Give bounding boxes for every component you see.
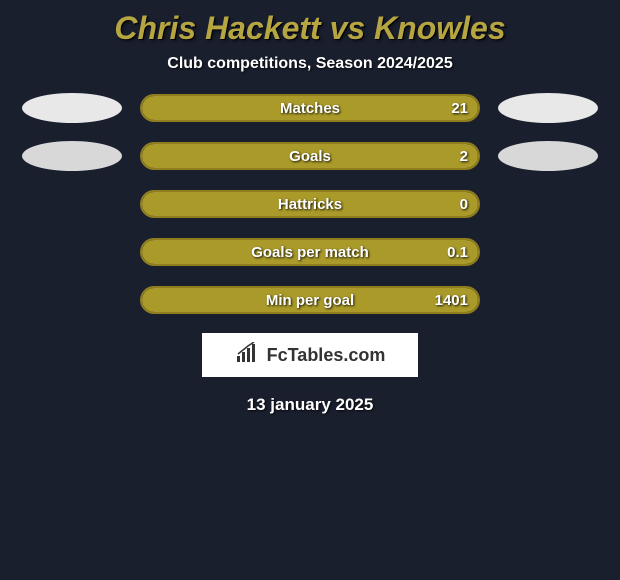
bar-value-right: 0 [460,196,468,213]
bar-label: Goals per match [251,244,369,261]
fctables-logo: FcTables.com [202,333,418,377]
stat-bar: Min per goal 1401 [140,286,480,314]
stat-row: Min per goal 1401 [0,285,620,315]
ellipse-spacer [498,189,598,219]
ellipse-spacer [498,285,598,315]
logo-text: FcTables.com [267,345,386,366]
stat-row: Matches 21 [0,93,620,123]
page-title: Chris Hackett vs Knowles [0,10,620,47]
stat-bar: Matches 21 [140,94,480,122]
comparison-infographic: Chris Hackett vs Knowles Club competitio… [0,0,620,425]
stat-bar: Goals 2 [140,142,480,170]
stat-row: Hattricks 0 [0,189,620,219]
stat-bar: Hattricks 0 [140,190,480,218]
chart-icon [235,342,261,369]
left-ellipse [22,141,122,171]
right-ellipse [498,93,598,123]
ellipse-spacer [498,237,598,267]
stat-row: Goals per match 0.1 [0,237,620,267]
bar-label: Min per goal [266,292,354,309]
bar-value-right: 2 [460,148,468,165]
bar-value-right: 1401 [435,292,468,309]
bar-label: Goals [289,148,331,165]
bar-label: Matches [280,100,340,117]
bar-value-right: 0.1 [447,244,468,261]
stat-rows: Matches 21 Goals 2 Hattricks 0 Goals per match… [0,93,620,315]
left-ellipse [22,93,122,123]
ellipse-spacer [22,189,122,219]
date-text: 13 january 2025 [0,395,620,415]
ellipse-spacer [22,237,122,267]
right-ellipse [498,141,598,171]
subtitle: Club competitions, Season 2024/2025 [0,55,620,73]
stat-row: Goals 2 [0,141,620,171]
bar-value-right: 21 [451,100,468,117]
bar-label: Hattricks [278,196,342,213]
ellipse-spacer [22,285,122,315]
stat-bar: Goals per match 0.1 [140,238,480,266]
